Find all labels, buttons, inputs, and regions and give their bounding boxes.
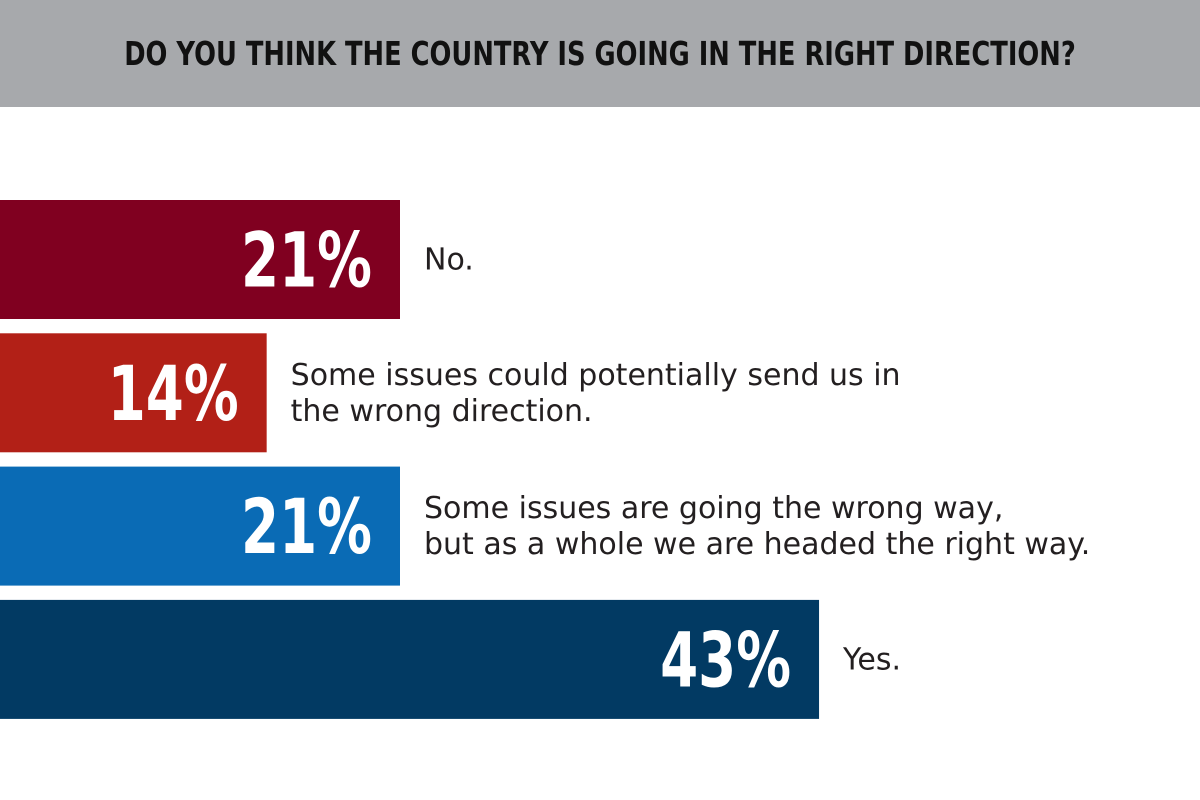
category-label: Yes. xyxy=(842,642,901,677)
category-label-line: but as a whole we are headed the right w… xyxy=(424,527,1090,562)
title-banner: DO YOU THINK THE COUNTRY IS GOING IN THE… xyxy=(0,0,1200,107)
category-label-line: Some issues are going the wrong way, xyxy=(424,491,1003,526)
category-label: Some issues are going the wrong way, but … xyxy=(424,491,1090,562)
category-label-line: No. xyxy=(424,243,474,278)
bar xyxy=(0,466,400,586)
bar-value-label: 21% xyxy=(241,216,372,304)
bar xyxy=(0,200,400,319)
bar xyxy=(0,333,267,453)
bar xyxy=(0,599,820,719)
category-label: No. xyxy=(424,243,474,278)
category-label: Some issues could potentially send us in… xyxy=(291,358,901,429)
category-label-line: Some issues could potentially send us in xyxy=(291,358,901,393)
bar-value-label: 14% xyxy=(108,350,239,438)
category-label-line: Yes. xyxy=(842,642,901,677)
chart-title: DO YOU THINK THE COUNTRY IS GOING IN THE… xyxy=(124,34,1076,73)
category-label-line: the wrong direction. xyxy=(291,394,593,429)
bar-value-label: 21% xyxy=(241,483,372,571)
bar-value-label: 43% xyxy=(660,616,791,704)
